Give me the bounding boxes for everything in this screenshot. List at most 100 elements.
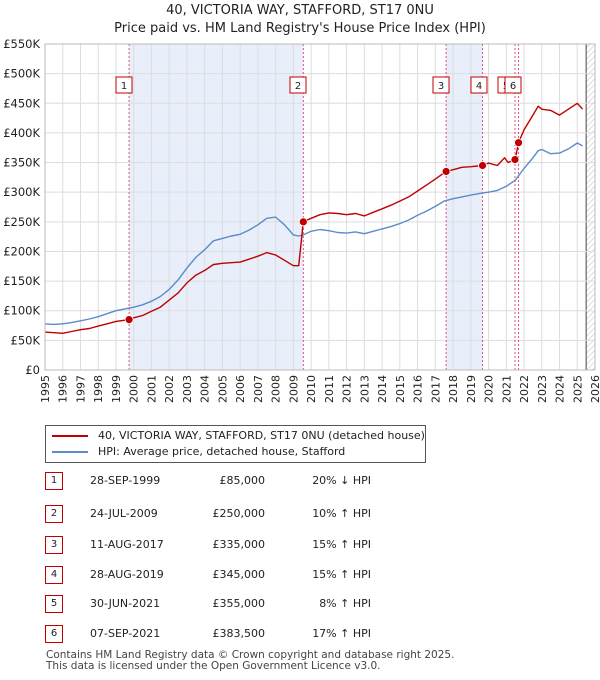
sale-point-3: [441, 167, 451, 176]
y-tick-label: £350K: [3, 156, 40, 170]
y-tick-label: £450K: [3, 96, 40, 110]
footer-line-2: This data is licensed under the Open Gov…: [46, 660, 381, 672]
future-hatch: [586, 44, 595, 370]
footer-line-1: Contains HM Land Registry data © Crown c…: [46, 649, 455, 661]
x-tick-label: 2000: [128, 375, 141, 403]
sale-badge: 4: [45, 566, 63, 584]
x-tick-label: 1999: [110, 375, 123, 403]
title-line-1: 40, VICTORIA WAY, STAFFORD, ST17 0NU: [166, 3, 434, 18]
sale-point-4: [478, 161, 487, 170]
price-chart: £0 £50K £100K £150K £200K £250K £300K £350K £400…: [3, 37, 600, 403]
sale-row-3: 3 11-AUG-2017 £335,000 15% ↑ HPI: [45, 535, 565, 555]
x-tick-label: 2017: [429, 375, 442, 403]
sale-hpi-diff: 15% ↑ HPI: [312, 568, 371, 581]
x-tick-label: 2015: [394, 375, 407, 403]
sale-badge: 5: [45, 595, 63, 613]
sale-badge-box-2: [289, 76, 307, 94]
sale-date: 28-SEP-1999: [90, 474, 161, 487]
sale-badge-box-4: [470, 76, 488, 94]
y-tick-label: £50K: [11, 333, 41, 347]
y-tick-label: £250K: [3, 215, 40, 229]
x-tick-label: 2020: [483, 375, 496, 403]
x-tick-label: 1998: [92, 375, 105, 403]
sale-point-6: [514, 138, 523, 148]
x-tick-label: 2018: [447, 375, 460, 403]
sale-badge-label-2: 2: [295, 81, 301, 92]
x-tick-label: 2009: [287, 375, 300, 403]
y-tick-label: £300K: [3, 185, 40, 199]
sale-badge-label-6: 6: [510, 81, 516, 92]
sale-badge-label-3: 3: [438, 81, 444, 92]
x-tick-label: 2006: [234, 375, 247, 403]
shaded-period: [129, 44, 304, 370]
sale-badge-box-3: [432, 76, 450, 94]
sale-row-4: 4 28-AUG-2019 £345,000 15% ↑ HPI: [45, 565, 565, 585]
sale-price: £355,000: [212, 597, 266, 610]
sale-badge-label-1: 1: [121, 81, 127, 92]
sale-badge: 1: [45, 472, 63, 490]
sale-date: 24-JUL-2009: [90, 507, 158, 520]
sale-row-2: 2 24-JUL-2009 £250,000 10% ↑ HPI: [45, 504, 565, 524]
plot-frame: [44, 43, 596, 371]
x-tick-label: 2026: [589, 375, 600, 403]
x-tick-label: 2010: [305, 375, 318, 403]
sale-point-2: [298, 217, 308, 227]
sale-point-1: [124, 315, 134, 325]
legend-label-hpi: HPI: Average price, detached house, Staf…: [98, 445, 346, 458]
title-line-2: Price paid vs. HM Land Registry's House …: [114, 21, 486, 36]
sale-hpi-diff: 17% ↑ HPI: [312, 627, 371, 640]
sale-date: 28-AUG-2019: [90, 568, 164, 581]
y-tick-label: £500K: [3, 67, 40, 81]
sale-date: 07-SEP-2021: [90, 627, 161, 640]
chart-title: 40, VICTORIA WAY, STAFFORD, ST17 0NU Pri…: [0, 2, 600, 38]
legend: 40, VICTORIA WAY, STAFFORD, ST17 0NU (de…: [45, 425, 426, 463]
sale-date: 30-JUN-2021: [90, 597, 161, 610]
x-tick-label: 2024: [554, 375, 567, 403]
sale-hpi-diff: 10% ↑ HPI: [312, 507, 371, 520]
x-tick-label: 2023: [536, 375, 549, 403]
x-tick-label: 2016: [412, 375, 425, 403]
sale-row-1: 1 28-SEP-1999 £85,000 20% ↓ HPI: [45, 471, 565, 491]
property-price-line: [45, 102, 584, 334]
sale-price: £383,500: [212, 627, 266, 640]
sale-badge-box-1: [115, 76, 133, 94]
x-tick-label: 2025: [571, 375, 584, 403]
x-tick-label: 2021: [500, 375, 513, 403]
sale-badge: 3: [45, 536, 63, 554]
sale-badge: 2: [45, 505, 63, 523]
sale-hpi-diff: 20% ↓ HPI: [312, 474, 371, 487]
sale-price: £345,000: [212, 568, 266, 581]
x-tick-label: 2014: [376, 375, 389, 403]
x-tick-label: 1997: [74, 375, 87, 403]
x-tick-label: 2005: [216, 375, 229, 403]
sale-row-5: 5 30-JUN-2021 £355,000 8% ↑ HPI: [45, 594, 565, 614]
x-tick-label: 2001: [145, 375, 158, 403]
x-tick-label: 2019: [465, 375, 478, 403]
legend-swatch-hpi: [52, 451, 88, 453]
sale-price: £335,000: [212, 538, 266, 551]
x-tick-label: 2013: [358, 375, 371, 403]
legend-label-property: 40, VICTORIA WAY, STAFFORD, ST17 0NU (de…: [98, 429, 425, 442]
legend-swatch-property: [52, 435, 88, 437]
shaded-period: [446, 44, 483, 370]
hpi-line: [45, 142, 583, 326]
x-tick-label: 1995: [39, 375, 52, 403]
sale-row-6: 6 07-SEP-2021 £383,500 17% ↑ HPI: [45, 624, 565, 644]
x-tick-label: 2007: [252, 375, 265, 403]
x-tick-label: 1996: [57, 375, 70, 403]
footer: Contains HM Land Registry data © Crown c…: [46, 650, 454, 672]
x-tick-label: 2002: [163, 375, 176, 403]
x-tick-label: 2003: [181, 375, 194, 403]
y-tick-label: £100K: [3, 304, 40, 318]
y-tick-label: £400K: [3, 126, 40, 140]
y-tick-label: £0: [25, 363, 40, 377]
x-tick-label: 2004: [199, 375, 212, 403]
y-tick-label: £200K: [3, 244, 40, 258]
sale-price: £85,000: [219, 474, 266, 487]
x-tick-label: 2012: [341, 375, 354, 403]
x-tick-label: 2008: [270, 375, 283, 403]
sale-hpi-diff: 8% ↑ HPI: [319, 597, 371, 610]
x-tick-label: 2022: [518, 375, 531, 403]
sale-badge: 6: [45, 625, 63, 643]
sale-badge-box-6: [504, 76, 522, 94]
